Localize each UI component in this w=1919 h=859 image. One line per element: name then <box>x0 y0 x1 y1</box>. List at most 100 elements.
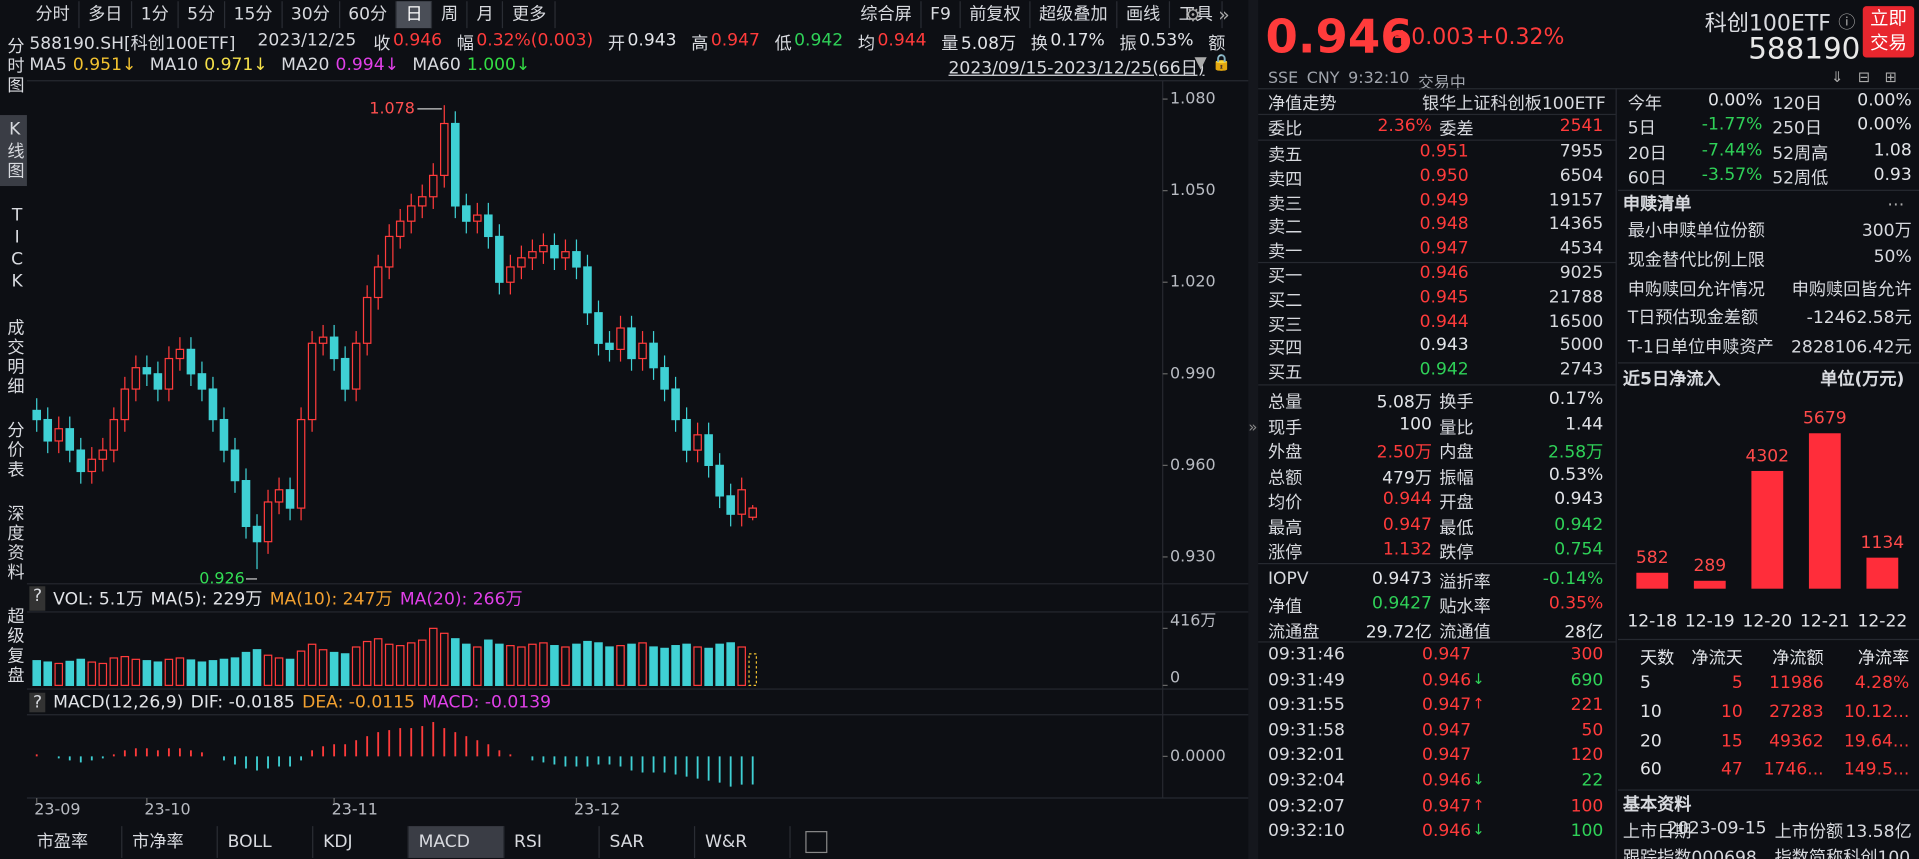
add-tab[interactable] <box>805 831 828 854</box>
period-button[interactable]: 月 <box>468 1 504 29</box>
candle-body <box>373 266 383 299</box>
volume-bar <box>517 646 526 686</box>
return-value: -3.57% <box>1701 165 1763 185</box>
volume-bar <box>572 643 581 686</box>
trade-button[interactable]: 立即 交易 <box>1862 6 1915 58</box>
info-icon[interactable]: ⓘ <box>1838 13 1856 34</box>
period-button[interactable]: 30分 <box>282 1 340 29</box>
trade-price: 0.946 <box>1422 821 1472 842</box>
tool-button[interactable]: F9 <box>922 1 961 29</box>
legend-entry: MACD: -0.0139 <box>422 692 552 713</box>
y-tick-label: 0.930 <box>1170 546 1216 565</box>
volume-bar <box>561 646 570 686</box>
help-icon[interactable]: ? <box>29 692 46 713</box>
trade-time: 09:31:58 <box>1267 720 1345 741</box>
indicator-tab[interactable]: SAR <box>600 826 696 858</box>
trade-time: 09:31:49 <box>1267 670 1345 690</box>
period-button[interactable]: 更多 <box>503 1 557 29</box>
sidebar-tab[interactable]: 深度资料 <box>4 504 25 583</box>
stat-label: 量比 <box>1439 417 1474 438</box>
indicator-tab[interactable]: KDJ <box>313 826 409 858</box>
indicator-tab[interactable]: RSI <box>504 826 600 858</box>
indicator-tab[interactable]: MACD <box>408 826 505 858</box>
indicator-tab[interactable]: W&R <box>695 826 791 858</box>
candle-body <box>153 373 163 390</box>
candle-body <box>318 336 328 344</box>
volume-bar <box>186 659 196 686</box>
tool-button[interactable]: 画线 <box>1117 1 1171 29</box>
x-tick-label: 23-09 <box>34 800 80 819</box>
stat-value: 28亿 <box>1564 622 1604 642</box>
quote-item: 均 0.944 <box>858 31 927 55</box>
sidebar-tab[interactable]: K线图 <box>0 115 27 187</box>
quote-item: 收 0.946 <box>373 31 442 55</box>
indicator-tab[interactable]: 市净率 <box>122 826 218 858</box>
section-title: 基本资料 <box>1622 795 1692 816</box>
trade-volume: 300 <box>1570 644 1604 665</box>
candle-body <box>495 235 504 283</box>
trade-button-text: 立即 <box>1870 7 1907 30</box>
inflow-unit: 单位(万元) <box>1820 369 1905 390</box>
tool-button[interactable]: 前复权 <box>961 1 1031 29</box>
inflow-category: 12-20 <box>1742 612 1792 632</box>
quote-item: 低 0.942 <box>775 31 844 55</box>
return-value: -1.77% <box>1701 115 1763 135</box>
volume-bar <box>65 660 75 686</box>
inflow-category: 12-22 <box>1857 612 1907 632</box>
tool-button[interactable]: 超级叠加 <box>1030 1 1118 29</box>
book-level: 卖二 <box>1267 218 1303 238</box>
volume-bar <box>605 646 614 686</box>
candle-body <box>329 336 339 360</box>
separator <box>1617 789 1919 791</box>
sidebar-tab[interactable]: 超级复盘 <box>4 607 25 686</box>
indicator-tab[interactable]: 市盈率 <box>27 826 123 858</box>
book-level: 卖四 <box>1267 169 1303 190</box>
flow-cell: 19.64... <box>1843 731 1910 751</box>
book-level: 卖一 <box>1267 242 1303 263</box>
period-button[interactable]: 周 <box>432 1 468 29</box>
quote-value: 0.947 <box>710 30 760 51</box>
stat-value: 0.9473 <box>1371 568 1432 589</box>
settings-icon[interactable]: ⚙ <box>1184 3 1202 26</box>
sidebar-tab[interactable]: 分时图 <box>4 36 25 96</box>
sidebar-tab[interactable]: 分价表 <box>4 421 25 480</box>
order-ratio-label: 委比 <box>1267 119 1303 140</box>
trade-volume: 22 <box>1581 771 1604 791</box>
stat-label: 贴水率 <box>1439 597 1491 617</box>
period-button[interactable]: 60分 <box>340 1 397 29</box>
status-item: SSE <box>1267 69 1299 89</box>
trade-volume: 221 <box>1570 695 1604 715</box>
sidebar-tab[interactable]: 成交明细 <box>4 318 25 397</box>
period-button[interactable]: 日 <box>396 1 433 29</box>
period-button[interactable]: 5分 <box>179 1 226 29</box>
stat-label: 开盘 <box>1439 493 1474 513</box>
volume-bar <box>285 658 295 686</box>
book-volume: 2743 <box>1559 360 1604 380</box>
book-level: 卖三 <box>1267 194 1303 214</box>
creation-value: 2828106.42元 <box>1791 338 1912 358</box>
indicator-tab[interactable]: BOLL <box>218 826 314 858</box>
candle-body <box>506 266 515 283</box>
return-value: 0.00% <box>1857 115 1912 135</box>
period-button[interactable]: 15分 <box>225 1 283 29</box>
range-icons[interactable]: ▼ 🔒 <box>1194 53 1232 73</box>
separator <box>1258 88 1919 90</box>
more-icon[interactable]: » <box>1218 3 1230 26</box>
period-toolbar: 分时 多日 1分 5分 15分 30分 60分日周月更多 <box>27 1 557 29</box>
period-button[interactable]: 多日 <box>80 1 133 29</box>
period-button[interactable]: 1分 <box>132 1 179 29</box>
legend-entry: MA(10): 247万 <box>269 589 393 610</box>
volume-bar <box>660 647 669 686</box>
tool-button[interactable]: 工具 <box>1170 1 1223 29</box>
collapse-button[interactable]: » <box>1248 418 1258 436</box>
sidebar-tab[interactable]: TICK <box>7 205 27 294</box>
trade-time: 09:32:01 <box>1267 745 1345 766</box>
tool-button[interactable]: 综合屏 <box>852 1 922 29</box>
help-icon[interactable]: ? <box>29 586 46 611</box>
market-status: SSE CNY 9:32:10 交易中 <box>1268 70 1466 93</box>
panel-icons[interactable]: ⇓ ⊟ ⊞ <box>1830 68 1902 86</box>
period-button[interactable]: 分时 <box>27 1 80 29</box>
volume-bar <box>274 657 284 686</box>
basic-value: 2023-09-15 <box>1666 818 1767 839</box>
section-more[interactable]: … <box>1887 190 1905 211</box>
